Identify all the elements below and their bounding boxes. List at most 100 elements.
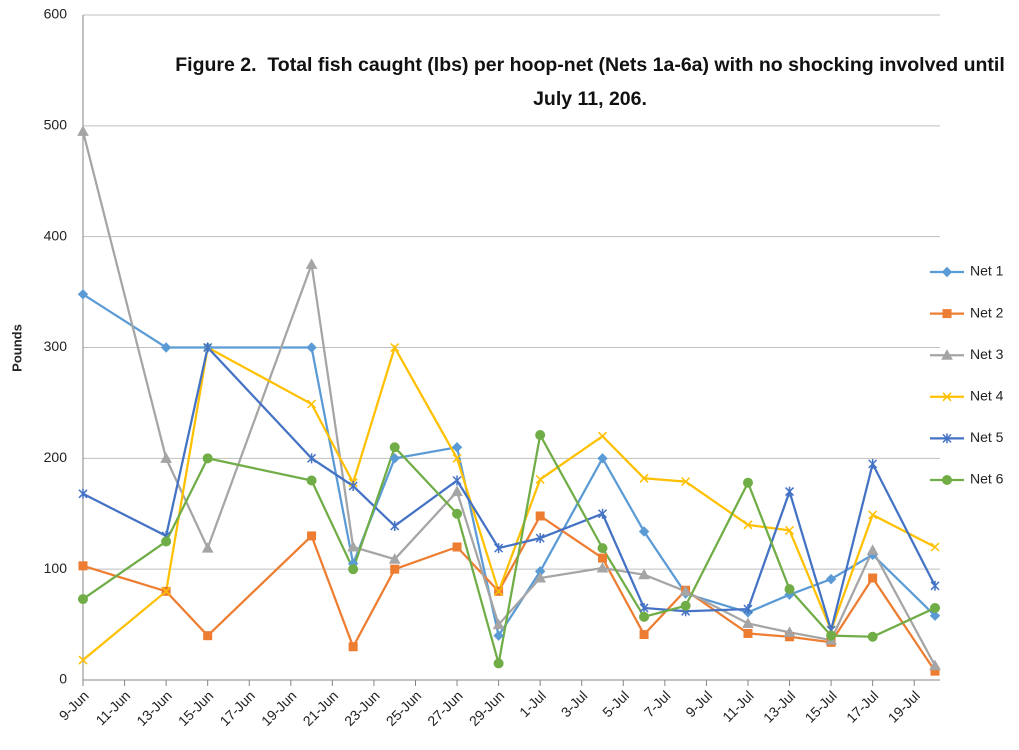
data-point — [203, 342, 213, 353]
data-point — [596, 562, 609, 573]
marker-shape — [942, 475, 952, 485]
marker-shape — [784, 584, 795, 595]
data-point — [307, 531, 317, 541]
marker-shape — [161, 536, 172, 547]
data-point — [161, 586, 171, 596]
data-point — [866, 544, 879, 555]
data-point — [160, 342, 172, 353]
x-tick-label: 13-Jul — [760, 687, 798, 725]
marker-shape — [942, 309, 952, 319]
marker-shape — [306, 342, 317, 353]
marker-shape — [941, 266, 953, 278]
marker-shape — [305, 258, 318, 269]
marker-shape — [638, 526, 650, 537]
x-tick-label: 9-Jul — [682, 687, 715, 720]
data-point — [743, 604, 753, 615]
data-point — [535, 511, 545, 521]
y-tick-label: 300 — [44, 338, 68, 354]
marker-shape — [743, 520, 753, 530]
legend-marker — [942, 392, 952, 402]
x-tick-label: 5-Jul — [599, 687, 632, 720]
x-tick-label: 15-Jun — [175, 687, 217, 729]
data-point — [868, 510, 878, 520]
x-tick-label: 11-Jul — [719, 687, 757, 725]
data-point — [639, 473, 649, 483]
data-point — [784, 584, 795, 595]
marker-shape — [452, 475, 462, 486]
data-point — [743, 628, 753, 638]
legend-marker — [942, 475, 952, 485]
y-axis-label: Pounds — [9, 324, 24, 372]
y-tick-label: 100 — [44, 560, 68, 576]
marker-shape — [743, 604, 753, 615]
marker-shape — [867, 631, 878, 642]
data-point — [638, 526, 650, 537]
data-point — [785, 486, 795, 497]
marker-shape — [389, 453, 400, 464]
marker-shape — [493, 630, 504, 641]
data-point — [307, 399, 317, 409]
chart-title: Figure 2. Total fish caught (lbs) per ho… — [175, 54, 1011, 110]
marker-shape — [203, 342, 213, 353]
marker-shape — [929, 659, 941, 671]
y-tick-label: 600 — [44, 6, 68, 22]
marker-shape — [494, 586, 504, 596]
data-point — [679, 585, 692, 596]
data-point — [929, 659, 941, 671]
data-point — [388, 553, 401, 564]
marker-shape — [160, 342, 172, 353]
data-point — [451, 485, 463, 497]
data-point — [868, 458, 878, 469]
data-point — [452, 508, 463, 519]
data-point — [639, 611, 650, 622]
x-tick-label: 9-Jun — [56, 687, 92, 723]
x-tick-label: 7-Jul — [641, 687, 674, 720]
legend-label: Net 1 — [970, 263, 1004, 279]
marker-shape — [639, 602, 649, 613]
marker-shape — [941, 349, 953, 360]
data-point — [307, 453, 317, 464]
data-point — [597, 543, 608, 554]
data-point — [494, 543, 504, 554]
marker-shape — [348, 564, 359, 575]
marker-shape — [451, 485, 463, 497]
data-point — [639, 602, 649, 613]
marker-shape — [78, 488, 88, 499]
marker-shape — [868, 458, 878, 469]
legend-marker — [942, 309, 952, 319]
data-point — [348, 642, 358, 652]
marker-shape — [201, 542, 214, 553]
marker-shape — [389, 442, 400, 453]
marker-shape — [742, 617, 754, 628]
marker-shape — [307, 453, 317, 464]
data-point — [597, 453, 608, 464]
data-point — [535, 474, 545, 484]
data-point — [535, 430, 546, 441]
marker-shape — [785, 486, 795, 497]
y-tick-label: 200 — [44, 449, 68, 465]
legend-label: Net 6 — [970, 471, 1004, 487]
marker-shape — [306, 475, 317, 486]
marker-shape — [78, 561, 88, 571]
marker-shape — [77, 289, 89, 300]
marker-shape — [639, 611, 650, 622]
x-tick-label: 23-Jun — [341, 687, 383, 729]
data-point — [598, 553, 608, 563]
marker-shape — [868, 573, 878, 583]
marker-shape — [452, 508, 463, 519]
data-point — [742, 477, 753, 488]
data-point — [77, 125, 89, 136]
data-point — [201, 542, 214, 553]
x-tick-label: 27-Jun — [424, 687, 466, 729]
marker-shape — [930, 580, 940, 591]
marker-shape — [597, 508, 608, 519]
marker-shape — [639, 630, 649, 640]
data-point — [930, 580, 940, 591]
marker-shape — [78, 655, 88, 665]
marker-shape — [535, 533, 545, 544]
marker-shape — [452, 453, 462, 463]
y-tick-label: 0 — [59, 671, 67, 687]
data-point — [639, 630, 649, 640]
data-point — [390, 520, 400, 531]
marker-shape — [742, 477, 753, 488]
